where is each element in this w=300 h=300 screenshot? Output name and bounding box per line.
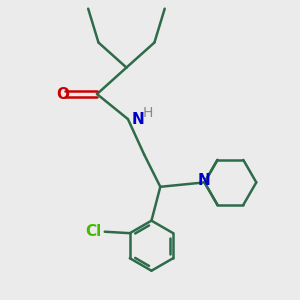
Text: Cl: Cl [85,224,102,238]
Text: N: N [198,172,211,188]
Text: O: O [56,87,69,102]
Text: H: H [142,106,153,120]
Text: N: N [131,112,144,127]
